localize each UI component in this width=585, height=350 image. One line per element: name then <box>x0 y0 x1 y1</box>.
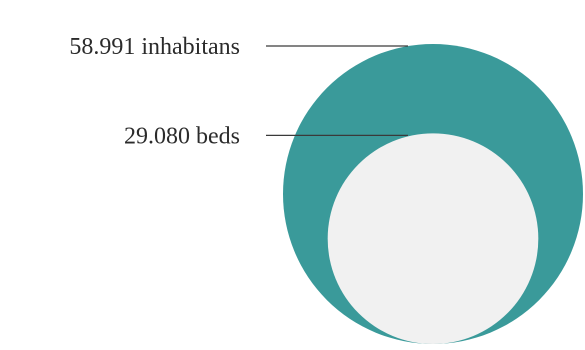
inner-bubble-group: 29.080 beds <box>124 123 539 344</box>
bubble-beds <box>327 133 539 344</box>
label-inhabitants: 58.991 inhabitans <box>69 34 240 60</box>
label-beds: 29.080 beds <box>124 123 240 149</box>
